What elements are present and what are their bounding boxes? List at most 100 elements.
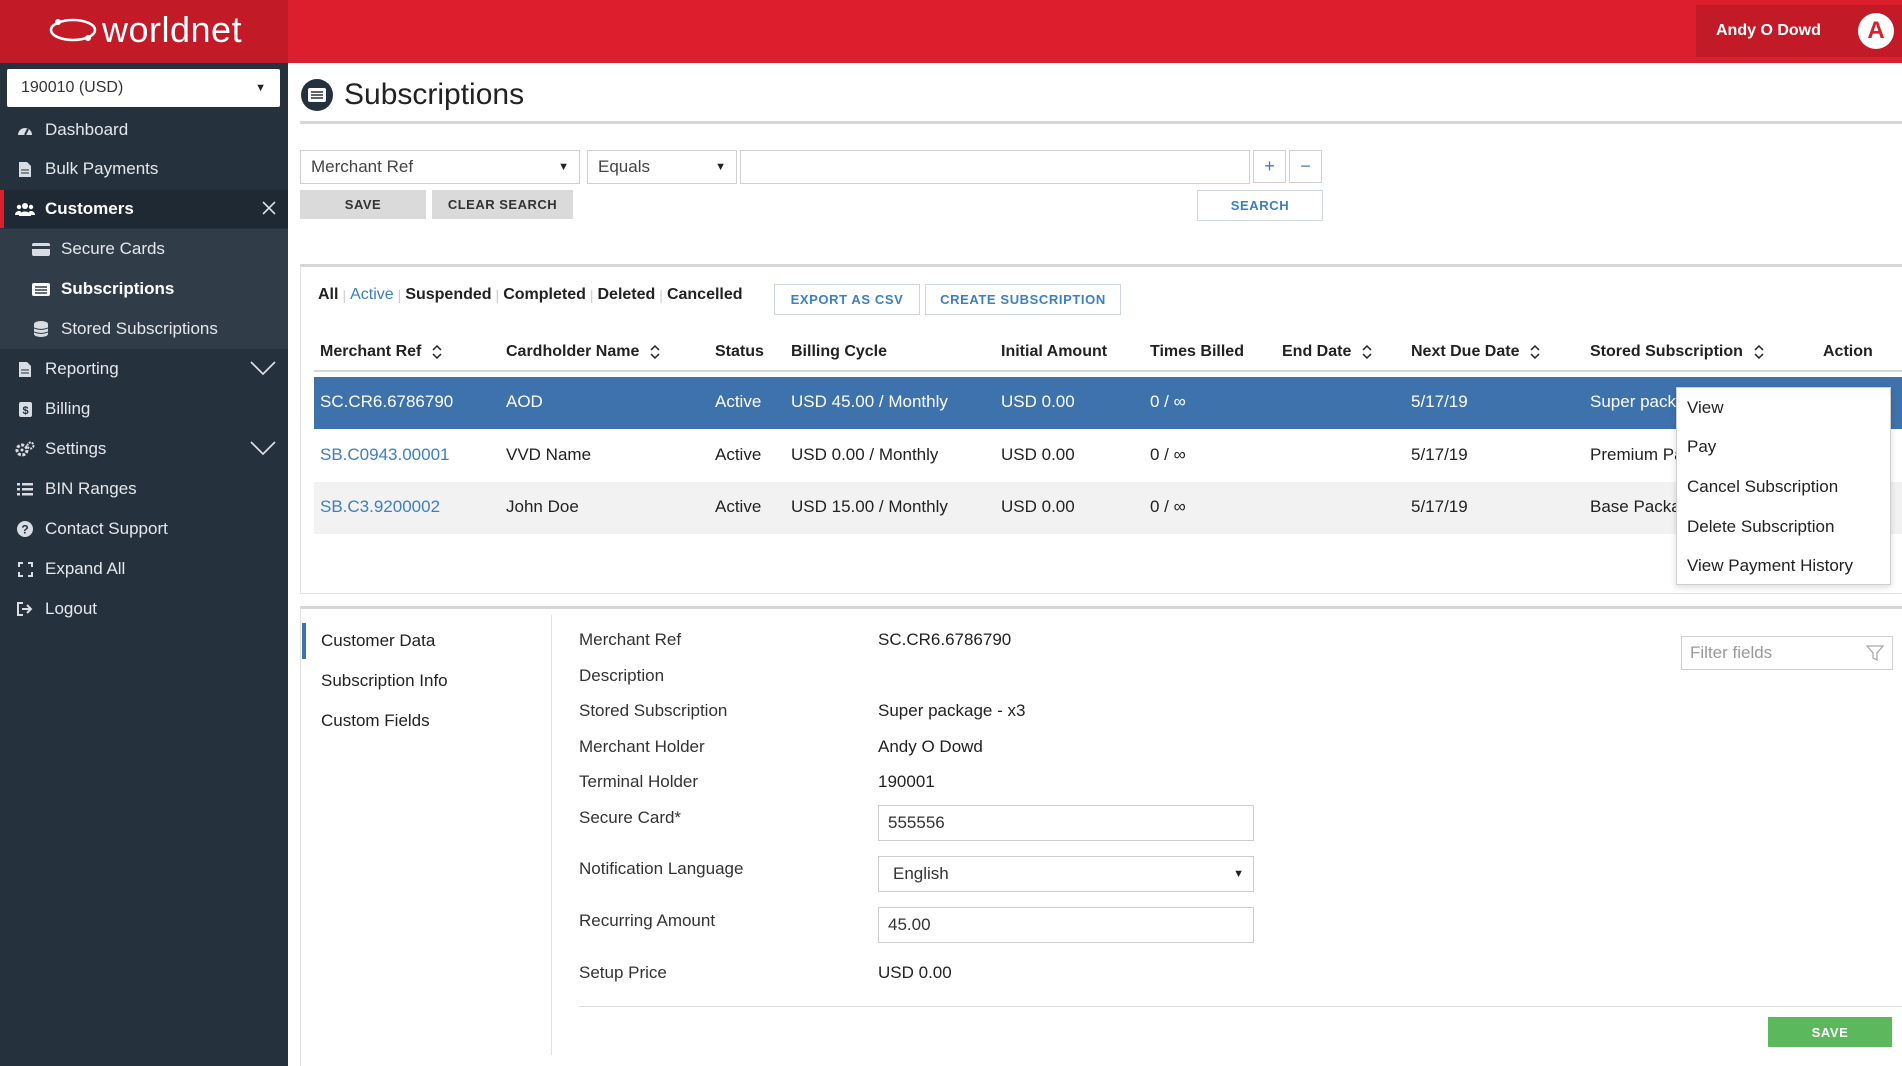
sort-icon[interactable]	[1529, 344, 1541, 360]
table-row[interactable]: SC.CR6.6786790 AOD Active USD 45.00 / Mo…	[314, 377, 1902, 429]
sidebar-item-bulk-payments[interactable]: Bulk Payments	[0, 150, 288, 188]
sidebar-item-settings[interactable]: Settings	[0, 429, 288, 469]
svg-text:?: ?	[21, 523, 28, 537]
sort-icon[interactable]	[1361, 344, 1373, 360]
save-button[interactable]: SAVE	[1768, 1017, 1892, 1047]
document-icon	[15, 360, 35, 378]
merchant-ref-link[interactable]: SC.CR6.6786790	[320, 392, 454, 411]
column-label: Cardholder Name	[506, 343, 640, 360]
sort-icon[interactable]	[431, 344, 443, 360]
sort-icon[interactable]	[649, 344, 661, 360]
avatar[interactable]: A	[1858, 13, 1894, 49]
merchant-ref-link[interactable]: SB.C0943.00001	[320, 445, 450, 464]
stored-subscription-label: Stored Subscription	[579, 701, 728, 720]
filter-fields-placeholder: Filter fields	[1690, 643, 1773, 662]
search-field-select[interactable]: Merchant Ref ▼	[300, 150, 580, 184]
export-csv-button[interactable]: EXPORT AS CSV	[774, 284, 920, 315]
column-header-stored-subscription[interactable]: Stored Subscription	[1590, 343, 1765, 361]
tab-cancelled[interactable]: Cancelled	[666, 286, 743, 303]
filter-fields-input[interactable]: Filter fields	[1681, 636, 1893, 670]
menu-item-view[interactable]: View	[1687, 397, 1724, 417]
sidebar-item-billing[interactable]: $ Billing	[0, 389, 288, 429]
status: Active	[715, 445, 762, 464]
column-header-cardholder-name[interactable]: Cardholder Name	[506, 343, 661, 361]
subscriptions-icon	[300, 78, 334, 112]
detail-nav: Customer Data Subscription Info Custom F…	[302, 615, 552, 1055]
menu-item-pay[interactable]: Pay	[1687, 437, 1717, 457]
search-button[interactable]: SEARCH	[1197, 190, 1323, 221]
sidebar-item-label: Reporting	[45, 359, 119, 378]
sidebar-item-reporting[interactable]: Reporting	[0, 349, 288, 389]
sidebar-item-label: Subscriptions	[61, 279, 175, 298]
cardholder-name: VVD Name	[506, 445, 592, 464]
sidebar-item-contact-support[interactable]: ? Contact Support	[0, 509, 288, 549]
billing-cycle: USD 15.00 / Monthly	[791, 497, 948, 516]
tab-separator: |	[589, 287, 594, 303]
sidebar-item-dashboard[interactable]: Dashboard	[0, 111, 288, 149]
column-header-next-due-date[interactable]: Next Due Date	[1411, 343, 1541, 361]
notification-language-select[interactable]: English ▼	[878, 856, 1254, 892]
times-billed: 0 / ∞	[1150, 445, 1186, 464]
terminal-holder-label: Terminal Holder	[579, 772, 699, 791]
recurring-amount-input[interactable]: 45.00	[878, 907, 1254, 943]
filter-icon	[1866, 644, 1884, 662]
sidebar-item-expand-all[interactable]: Expand All	[0, 549, 288, 589]
table-row[interactable]: SB.C0943.00001 VVD Name Active USD 0.00 …	[314, 430, 1902, 482]
worldnet-logo[interactable]: worldnet	[48, 9, 242, 51]
table-row[interactable]: SB.C3.9200002 John Doe Active USD 15.00 …	[314, 482, 1902, 534]
sort-icon[interactable]	[1753, 344, 1765, 360]
terminal-holder-value: 190001	[878, 772, 935, 791]
column-header-times-billed: Times Billed	[1150, 343, 1244, 361]
save-search-button[interactable]: SAVE	[300, 190, 426, 219]
menu-item-view-payment-history[interactable]: View Payment History	[1687, 556, 1853, 576]
tab-completed[interactable]: Completed	[503, 286, 586, 303]
account-select[interactable]: 190010 (USD) ▼	[7, 69, 280, 107]
logout-icon	[15, 600, 35, 618]
logo-text: worldnet	[102, 9, 243, 50]
tab-custom-fields[interactable]: Custom Fields	[321, 711, 430, 730]
user-menu[interactable]: Andy O Dowd A	[1696, 5, 1902, 57]
page-title: Subscriptions	[344, 78, 525, 111]
next-due-date: 5/17/19	[1411, 497, 1468, 516]
search-operator-select[interactable]: Equals ▼	[587, 150, 737, 184]
menu-item-cancel-subscription[interactable]: Cancel Subscription	[1687, 476, 1839, 496]
sidebar-item-label: Secure Cards	[61, 239, 165, 258]
column-header-billing-cycle: Billing Cycle	[791, 343, 887, 361]
sidebar-item-subscriptions[interactable]: Subscriptions	[0, 269, 288, 309]
menu-item-delete-subscription[interactable]: Delete Subscription	[1687, 516, 1835, 536]
gears-icon	[15, 440, 35, 458]
caret-down-icon: ▼	[715, 161, 726, 173]
tab-subscription-info[interactable]: Subscription Info	[321, 671, 448, 690]
tab-deleted[interactable]: Deleted	[597, 286, 656, 303]
search-value-input[interactable]	[740, 150, 1250, 184]
sidebar: 190010 (USD) ▼ Dashboard Bulk Payments C…	[0, 63, 288, 1066]
add-criteria-button[interactable]: +	[1253, 150, 1286, 183]
create-subscription-button[interactable]: CREATE SUBSCRIPTION	[925, 284, 1121, 315]
sidebar-item-secure-cards[interactable]: Secure Cards	[0, 229, 288, 269]
merchant-ref-link[interactable]: SB.C3.9200002	[320, 497, 441, 516]
divider	[300, 121, 1902, 124]
column-header-end-date[interactable]: End Date	[1282, 343, 1373, 361]
tab-customer-data[interactable]: Customer Data	[302, 623, 552, 659]
account-select-value: 190010 (USD)	[21, 79, 124, 96]
column-header-merchant-ref[interactable]: Merchant Ref	[320, 343, 443, 361]
setup-price-label: Setup Price	[579, 963, 667, 982]
column-label: Initial Amount	[1001, 343, 1108, 360]
close-icon[interactable]	[262, 201, 276, 215]
billing-cycle: USD 45.00 / Monthly	[791, 392, 948, 411]
users-icon	[15, 200, 35, 218]
sidebar-item-bin-ranges[interactable]: BIN Ranges	[0, 469, 288, 509]
remove-criteria-button[interactable]: −	[1289, 150, 1322, 183]
sidebar-item-stored-subscriptions[interactable]: Stored Subscriptions	[0, 309, 288, 349]
list-card-icon	[31, 280, 51, 298]
sidebar-item-logout[interactable]: Logout	[0, 589, 288, 629]
clear-search-button[interactable]: CLEAR SEARCH	[432, 190, 573, 219]
sidebar-item-customers[interactable]: Customers	[0, 190, 288, 228]
question-icon: ?	[15, 520, 35, 538]
chevron-down-icon[interactable]	[250, 440, 276, 456]
secure-card-input[interactable]: 555556	[878, 805, 1254, 841]
tab-active[interactable]: Active	[350, 286, 394, 303]
chevron-down-icon[interactable]	[250, 360, 276, 376]
tab-suspended[interactable]: Suspended	[405, 286, 492, 303]
tab-all[interactable]: All	[318, 286, 339, 303]
